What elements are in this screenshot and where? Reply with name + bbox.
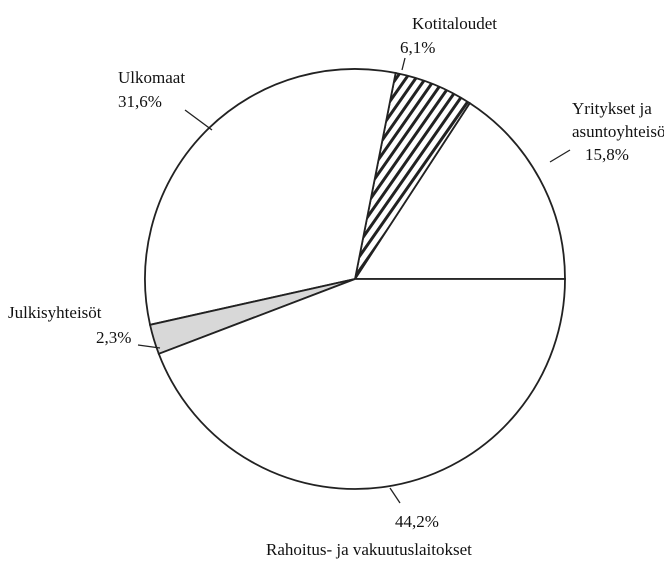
slice-label: Ulkomaat [118,68,186,87]
value-label: 15,8% [585,145,629,164]
pie-slice [353,101,566,280]
pie-slice [144,68,397,326]
value-label: 31,6% [118,92,162,111]
value-label: 2,3% [96,328,132,347]
slice-label: Kotitaloudet [412,14,497,33]
leader-lines [137,57,571,504]
pie-slice [157,278,566,490]
slice-label: Yritykset ja asuntoyhteisöt [572,99,664,141]
value-label: 6,1% [400,38,436,57]
slice-label: Rahoitus- ja vakuutuslaitokset [266,540,472,559]
slice-label: Julkisyhteisöt [8,303,102,322]
value-label: 44,2% [395,512,439,531]
